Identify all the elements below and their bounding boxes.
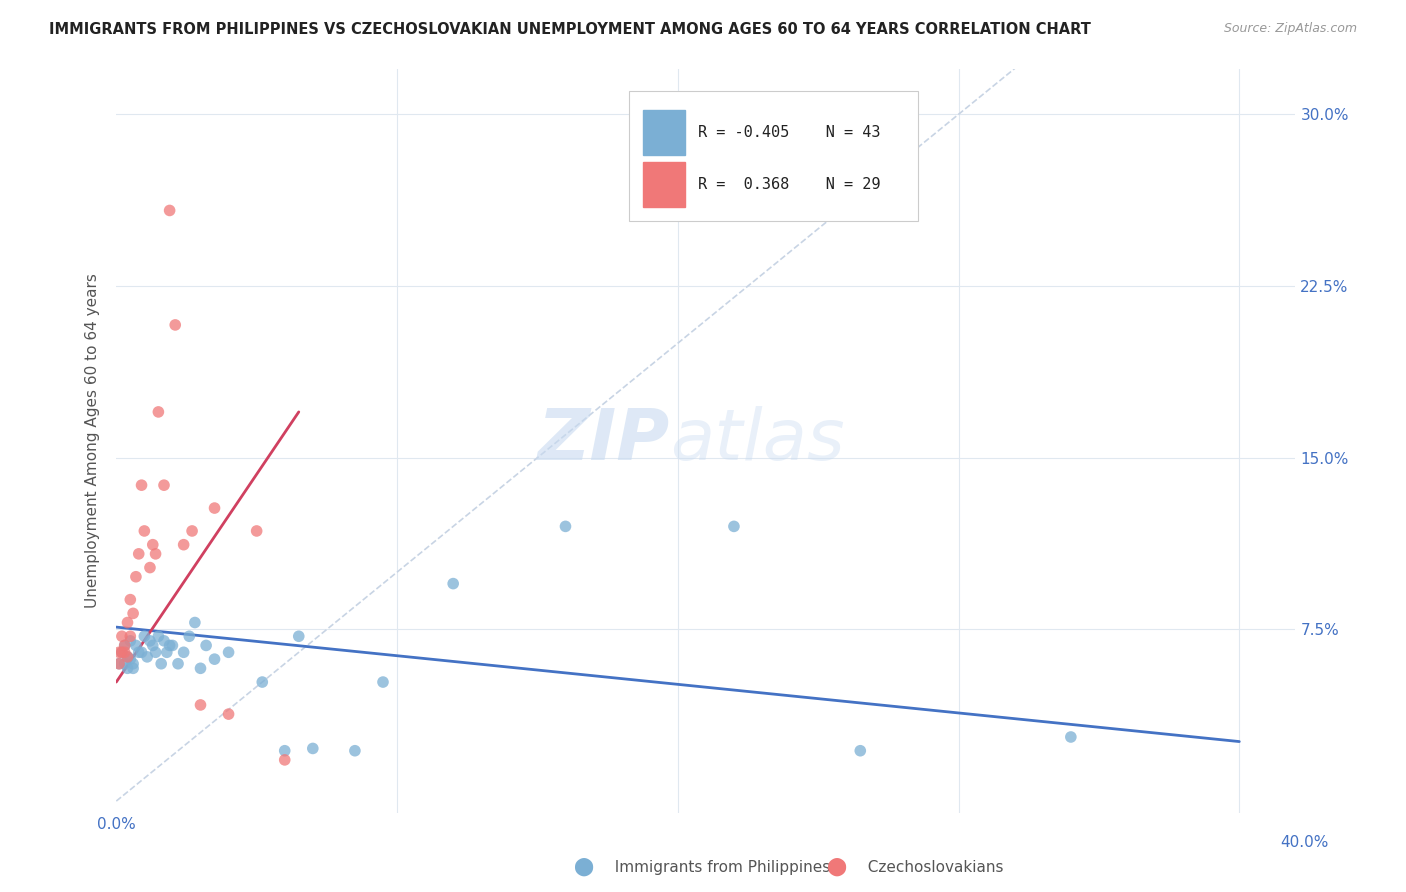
Point: [108, 645, 131, 659]
Point: [117, 649, 139, 664]
Point: [117, 649, 139, 664]
Point: [120, 652, 142, 666]
Point: [139, 560, 162, 574]
Point: [723, 519, 745, 533]
Point: [162, 639, 184, 653]
Bar: [644, 162, 685, 207]
Point: [145, 645, 167, 659]
Point: [195, 639, 218, 653]
Point: [849, 744, 872, 758]
Text: IMMIGRANTS FROM PHILIPPINES VS CZECHOSLOVAKIAN UNEMPLOYMENT AMONG AGES 60 TO 64 : IMMIGRANTS FROM PHILIPPINES VS CZECHOSLO…: [49, 22, 1091, 37]
Point: [114, 639, 136, 653]
Point: [167, 657, 190, 671]
Point: [120, 629, 142, 643]
Point: [128, 547, 150, 561]
Point: [122, 661, 145, 675]
Point: [204, 652, 226, 666]
Point: [441, 576, 464, 591]
Text: ZIP: ZIP: [538, 406, 671, 475]
Text: R = -0.405    N = 43: R = -0.405 N = 43: [697, 125, 880, 140]
Point: [142, 639, 165, 653]
Point: [1060, 730, 1083, 744]
Point: [125, 639, 148, 653]
Point: [111, 629, 134, 643]
Point: [111, 645, 134, 659]
Point: [136, 649, 159, 664]
Point: [108, 657, 131, 671]
Point: [184, 615, 207, 630]
Point: [218, 707, 240, 722]
Point: [218, 645, 240, 659]
Point: [145, 547, 167, 561]
Point: [554, 519, 576, 533]
Point: [246, 524, 269, 538]
Text: Czechoslovakians: Czechoslovakians: [858, 860, 1002, 874]
Point: [117, 661, 139, 675]
Point: [156, 645, 179, 659]
Point: [125, 570, 148, 584]
Point: [371, 675, 394, 690]
Point: [111, 645, 134, 659]
Point: [252, 675, 274, 690]
Y-axis label: Unemployment Among Ages 60 to 64 years: Unemployment Among Ages 60 to 64 years: [86, 273, 100, 608]
Point: [122, 657, 145, 671]
Text: ⬤: ⬤: [574, 858, 593, 876]
FancyBboxPatch shape: [630, 91, 918, 221]
Point: [122, 607, 145, 621]
Bar: [644, 111, 685, 155]
Point: [120, 592, 142, 607]
Text: Immigrants from Philippines: Immigrants from Philippines: [605, 860, 830, 874]
Point: [159, 203, 181, 218]
Point: [142, 538, 165, 552]
Text: 40.0%: 40.0%: [1281, 836, 1329, 850]
Point: [114, 657, 136, 671]
Point: [179, 629, 201, 643]
Text: ⬤: ⬤: [827, 858, 846, 876]
Text: R =  0.368    N = 29: R = 0.368 N = 29: [697, 178, 880, 192]
Point: [190, 698, 212, 712]
Point: [153, 633, 176, 648]
Point: [148, 629, 170, 643]
Point: [148, 405, 170, 419]
Point: [173, 645, 195, 659]
Point: [134, 629, 156, 643]
Point: [117, 615, 139, 630]
Point: [128, 645, 150, 659]
Point: [287, 629, 309, 643]
Point: [190, 661, 212, 675]
Point: [301, 741, 323, 756]
Text: Source: ZipAtlas.com: Source: ZipAtlas.com: [1223, 22, 1357, 36]
Point: [139, 633, 162, 648]
Point: [131, 645, 153, 659]
Point: [153, 478, 176, 492]
Text: atlas: atlas: [671, 406, 845, 475]
Point: [181, 524, 204, 538]
Point: [134, 524, 156, 538]
Point: [120, 633, 142, 648]
Point: [114, 645, 136, 659]
Point: [165, 318, 187, 332]
Point: [150, 657, 173, 671]
Point: [108, 657, 131, 671]
Point: [274, 744, 297, 758]
Point: [274, 753, 297, 767]
Point: [131, 478, 153, 492]
Point: [114, 639, 136, 653]
Point: [173, 538, 195, 552]
Point: [343, 744, 366, 758]
Point: [159, 639, 181, 653]
Point: [204, 501, 226, 516]
